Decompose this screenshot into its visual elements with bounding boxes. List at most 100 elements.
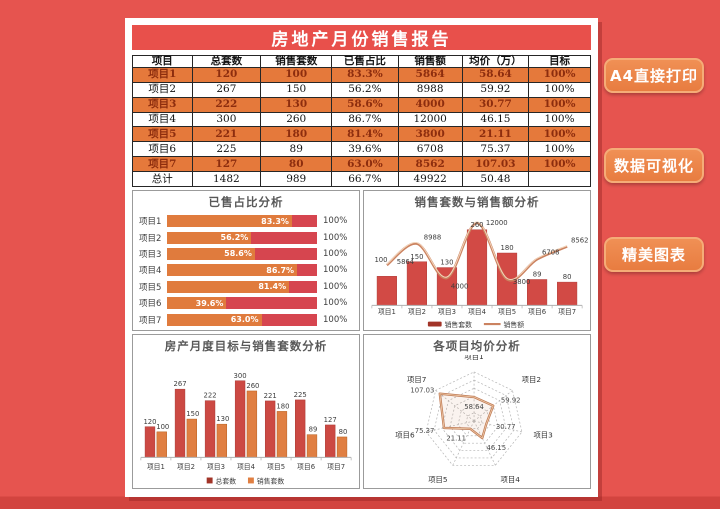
chart-panel-target-units: 房产月度目标与销售套数分析 120 100 267 150 222 130 300 260 22… (132, 334, 360, 489)
table-cell: 5864 (397, 67, 463, 83)
hbar-track: 81.4% (167, 280, 317, 293)
hbar-fill: 56.2% (167, 231, 252, 244)
bar-label: 80 (339, 428, 348, 436)
x-label: 项目5 (498, 308, 516, 316)
legend-swatch (206, 477, 213, 484)
table-cell: 58.64 (461, 67, 530, 83)
table-cell: 项目4 (132, 111, 193, 128)
hbar-row: 项目1 83.3% 100% (133, 213, 359, 229)
radar-spoke (426, 420, 475, 433)
radar-value-label: 58.64 (464, 403, 484, 411)
chart-title-target-units: 房产月度目标与销售套数分析 (164, 339, 328, 353)
print-button[interactable]: A4直接打印 (604, 58, 704, 93)
radar-value-label: 75.37 (415, 427, 435, 435)
line-label: 12000 (486, 219, 508, 227)
hbar-total-label: 100% (323, 298, 348, 309)
bar-label: 260 (470, 221, 483, 229)
bar-label: 89 (309, 426, 318, 434)
bar-label: 89 (533, 271, 542, 279)
radar-value-label: 59.92 (501, 397, 521, 405)
radar-series-highlight (439, 393, 494, 439)
radar-axis-label: 项目4 (500, 475, 520, 484)
radar-value-label: 46.15 (487, 444, 507, 452)
hbar-row: 项目6 39.6% 100% (133, 295, 359, 311)
sales-table: 项目 总套数 销售套数 已售占比 销售额 均价（万） 目标 项目1 120 100 83.3% 586… (132, 54, 591, 187)
radar-value-label: 107.03 (410, 386, 434, 394)
table-cell: 107.03 (461, 156, 530, 173)
table-cell: 989 (260, 171, 333, 187)
bar-label: 221 (264, 392, 277, 400)
bar-label: 100 (156, 423, 169, 431)
table-cell: 8562 (397, 156, 463, 173)
table-cell: 86.7% (331, 111, 399, 128)
chart-title-avg-price: 各项目均价分析 (433, 339, 521, 353)
hbar-row: 项目3 58.6% 100% (133, 246, 359, 262)
bar-sold (306, 434, 318, 458)
hbar-total-label: 100% (323, 314, 348, 325)
hbar-category-label: 项目1 (139, 217, 162, 228)
x-label: 项目6 (528, 308, 546, 316)
radar-value-label: 30.77 (496, 423, 516, 431)
bar-total (204, 400, 216, 458)
radar-value-label: 21.11 (446, 435, 466, 443)
table-cell: 4000 (397, 96, 463, 113)
bar-total (234, 380, 246, 458)
hbar-pct-label: 63.0% (230, 315, 259, 325)
visualization-button[interactable]: 数据可视化 (604, 148, 704, 183)
table-cell: 100 (260, 67, 333, 83)
bar-label: 150 (186, 410, 199, 418)
legend-label: 销售套数 (445, 320, 473, 329)
hbar-fill: 86.7% (167, 264, 298, 277)
x-label: 项目6 (297, 463, 315, 471)
table-cell: 8988 (397, 81, 463, 98)
table-header-cell: 已售占比 (331, 54, 399, 69)
table-header-cell: 均价（万） (461, 54, 530, 69)
bar-label: 80 (563, 273, 572, 281)
table-cell: 59.92 (461, 81, 530, 98)
chart-panel-units-amount: 销售套数与销售额分析 项目1 项目2 项目3 项目4 项目5 项目6 项目7 100 150 13… (363, 190, 591, 331)
x-label: 项目2 (177, 463, 195, 471)
table-cell: 项目2 (132, 81, 193, 98)
x-label: 项目1 (147, 463, 165, 471)
table-cell: 89 (260, 141, 333, 158)
radar-axis-label: 项目7 (407, 375, 427, 384)
bar (406, 261, 427, 306)
table-cell: 267 (191, 81, 262, 98)
radar-spoke (435, 390, 475, 422)
table-cell: 100% (528, 111, 591, 128)
bar (557, 281, 578, 306)
combo-chart-svg: 项目1 项目2 项目3 项目4 项目5 项目6 项目7 100 150 130 260 180 89 80… (371, 219, 589, 329)
table-cell: 222 (191, 96, 262, 113)
table-cell (528, 171, 591, 187)
bar-label: 300 (234, 372, 247, 380)
line-label: 3800 (513, 278, 530, 286)
radar-chart-svg: 项目1 项目2 项目3 项目4 项目5 项目6 项目7 58.64 59.92 30.77 46.1… (395, 355, 553, 484)
bar-sold (156, 431, 167, 458)
radar-axis-label: 项目1 (464, 355, 483, 361)
hbar-pct-label: 81.4% (258, 282, 287, 292)
table-cell: 300 (191, 111, 262, 128)
hbar-track: 58.6% (167, 247, 317, 260)
legend-swatch-bar (427, 321, 442, 327)
radar-spoke (473, 420, 523, 433)
charts-button[interactable]: 精美图表 (604, 237, 704, 272)
hbar-category-label: 项目4 (139, 266, 162, 277)
hbar-category-label: 项目3 (139, 249, 162, 260)
table-cell: 项目7 (132, 156, 193, 173)
table-cell: 100% (528, 81, 591, 98)
x-label: 项目3 (438, 308, 456, 316)
table-cell: 3800 (397, 126, 463, 143)
hbar-fill: 83.3% (167, 215, 292, 228)
table-cell: 63.0% (331, 156, 399, 173)
table-row: 项目5 221 180 81.4% 3800 21.11 100% (132, 126, 591, 143)
table-cell: 46.15 (461, 111, 530, 128)
table-cell: 项目6 (132, 141, 193, 158)
hbar-category-label: 项目6 (139, 299, 162, 310)
table-cell: 100% (528, 126, 591, 143)
table-header-cell: 销售额 (397, 54, 463, 69)
chart-title-units-amount: 销售套数与销售额分析 (414, 195, 540, 209)
bar-total (264, 400, 276, 458)
table-cell: 总计 (132, 171, 193, 187)
